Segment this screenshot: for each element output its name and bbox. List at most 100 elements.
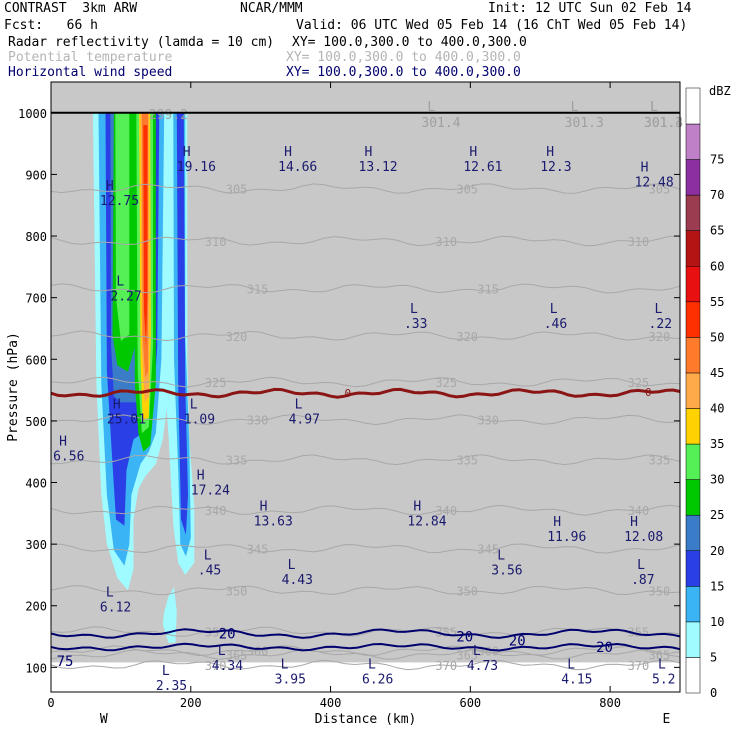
extremum-marker-12: H xyxy=(260,499,268,514)
colorbar-label-25: 25 xyxy=(710,508,724,522)
extremum-value-5: 4.15 xyxy=(561,673,592,688)
wind-label-75: 75 xyxy=(57,654,74,670)
refl-5dbz-anvil xyxy=(162,587,177,643)
colorbar-label-55: 55 xyxy=(710,295,724,309)
theta-contour-315 xyxy=(51,283,680,294)
colorbar-label-50: 50 xyxy=(710,330,724,344)
colorbar-label-65: 65 xyxy=(710,224,724,238)
wind-label-20-d: 20 xyxy=(509,633,526,649)
theta-label-325-2: 325 xyxy=(628,376,650,390)
colorbar-swatch-20 xyxy=(685,514,701,551)
extremum-value-22: .46 xyxy=(544,317,567,332)
theta-label-340-2: 340 xyxy=(628,504,650,518)
colorbar-label-30: 30 xyxy=(710,473,724,487)
theta-min-marker-2: L xyxy=(650,100,658,115)
theta-label-320-2: 320 xyxy=(649,330,671,344)
model-title: CONTRAST 3km ARW xyxy=(4,1,138,16)
extremum-marker-21: L xyxy=(410,302,418,317)
theta-label-370-2: 370 xyxy=(628,659,650,673)
extremum-value-24: 2.27 xyxy=(110,289,141,304)
extremum-value-2: 3.95 xyxy=(275,673,306,688)
forecast-hour: Fcst: 66 h xyxy=(4,18,98,33)
valid-time: Valid: 06 UTC Wed 05 Feb 14 (16 ChT Wed … xyxy=(296,18,688,33)
theta-min-marker-1: L xyxy=(571,100,579,115)
theta-contour-340 xyxy=(51,504,680,516)
extremum-marker-29: H xyxy=(469,145,477,160)
theta-min-value-2: 301.4 xyxy=(644,116,683,131)
y-tick-label-400: 400 xyxy=(25,477,47,491)
theta-min-marker-3: L xyxy=(650,100,658,115)
colorbar-label-5: 5 xyxy=(710,650,717,664)
extremum-marker-27: H xyxy=(284,145,292,160)
theta-contour-305 xyxy=(51,183,680,194)
extremum-value-0: 2.35 xyxy=(156,679,187,694)
theta-label-335-1: 335 xyxy=(456,454,478,468)
colorbar-label-75: 75 xyxy=(710,153,724,167)
colorbar-label-35: 35 xyxy=(710,437,724,451)
extremum-marker-11: L xyxy=(637,558,645,573)
organization-title: NCAR/MMM xyxy=(240,1,303,16)
extremum-marker-30: H xyxy=(546,145,554,160)
extremum-marker-0: L xyxy=(162,664,170,679)
extremum-value-9: 4.43 xyxy=(282,573,313,588)
extremum-value-20: 4.97 xyxy=(289,413,320,428)
colorbar-swatch-55 xyxy=(685,266,701,303)
theta-contour-345 xyxy=(51,543,680,554)
wind-contours: 20 20 20 20 75 xyxy=(51,626,680,670)
x-tick-label-200: 200 xyxy=(180,696,202,710)
extremum-marker-20: L xyxy=(295,398,303,413)
y-tick-label-100: 100 xyxy=(25,661,47,675)
theta-label-315-1: 315 xyxy=(477,282,499,296)
x-end-label-west: W xyxy=(100,712,108,727)
extremum-value-3: 6.26 xyxy=(362,673,393,688)
x-tick-label-0: 0 xyxy=(47,696,54,710)
refl-30dbz-west xyxy=(115,112,130,341)
theta-label-350-1: 350 xyxy=(456,584,478,598)
extremum-marker-1: L xyxy=(218,644,226,659)
colorbar-swatch-70 xyxy=(685,159,701,196)
y-tick-label-1000: 1000 xyxy=(18,107,47,121)
extremum-marker-2: L xyxy=(281,658,289,673)
extremum-value-8: .45 xyxy=(198,564,221,579)
theta-label-330-0: 330 xyxy=(247,414,269,428)
colorbar-swatch-75 xyxy=(685,123,701,160)
plot-frame xyxy=(50,81,681,693)
theta-label-365-2: 365 xyxy=(649,648,671,662)
field-theta-xy: XY= 100.0,300.0 to 400.0,300.0 xyxy=(286,50,521,65)
extremum-marker-15: H xyxy=(630,515,638,530)
theta-label-345-1: 345 xyxy=(477,542,499,556)
theta-min-value-1: 301.3 xyxy=(565,116,604,131)
theta-label-330-1: 330 xyxy=(477,414,499,428)
colorbar-label-0: 0 xyxy=(710,686,717,700)
colorbar-swatch-10 xyxy=(685,586,701,623)
extremum-marker-6: L xyxy=(658,658,666,673)
x-axis-title: Distance (km) xyxy=(315,712,417,727)
theta-label-355-2: 355 xyxy=(628,626,650,640)
extremum-marker-4: L xyxy=(473,644,481,659)
extremum-value-28: 13.12 xyxy=(359,160,398,175)
extremum-marker-19: L xyxy=(190,398,198,413)
extremum-value-19: 1.09 xyxy=(184,413,215,428)
wind-label-20-c: 20 xyxy=(456,629,473,645)
y-tick-label-500: 500 xyxy=(25,415,47,429)
colorbar-label-45: 45 xyxy=(710,366,724,380)
theta-label-365-0: 365 xyxy=(226,648,248,662)
extremum-marker-3: L xyxy=(368,658,376,673)
x-end-label-east: E xyxy=(663,712,671,727)
y-tick-label-600: 600 xyxy=(25,353,47,367)
wind-label-20-a: 20 xyxy=(596,640,613,656)
x-tick-label-800: 800 xyxy=(599,696,621,710)
refl-15dbz-east xyxy=(176,112,188,535)
extremum-value-31: 12.48 xyxy=(635,176,674,191)
y-tick-label-700: 700 xyxy=(25,292,47,306)
theta-min-value-4: 299.2 xyxy=(149,108,188,123)
colorbar: dBZ 0 5 10 15 20 25 30 35 40 45 50 55 60 65 70 75 xyxy=(685,84,731,700)
wind-contour-lower xyxy=(51,628,680,639)
theta-label-350-2: 350 xyxy=(649,584,671,598)
theta-label-345-0: 345 xyxy=(247,542,269,556)
theta-label-320-1: 320 xyxy=(456,330,478,344)
extremum-value-29: 12.61 xyxy=(463,160,502,175)
